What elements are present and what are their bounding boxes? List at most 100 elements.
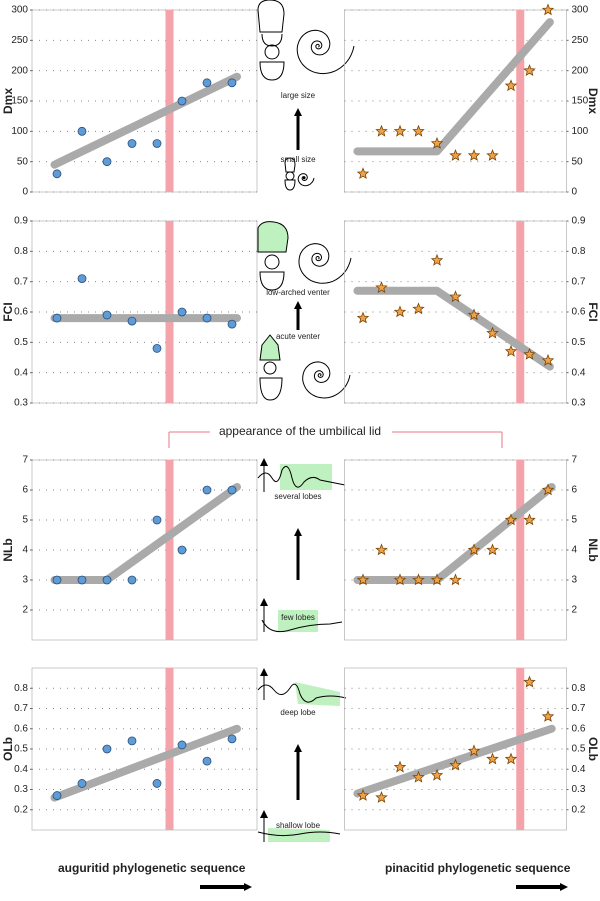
- y-tick-label: 0.8: [14, 683, 28, 694]
- y-tick-label: 3: [572, 575, 578, 586]
- star-marker: [541, 709, 555, 722]
- star-marker: [393, 124, 407, 137]
- y-tick-label: 0.5: [14, 337, 28, 348]
- y-tick-label: 0.8: [572, 246, 586, 257]
- y-tick-label: 0.6: [572, 307, 586, 318]
- trend-line: [353, 18, 554, 156]
- star-marker: [449, 573, 462, 586]
- star-marker: [523, 675, 536, 688]
- ammonite-drawing: [302, 361, 351, 399]
- y-tick-label: 0.3: [572, 398, 586, 409]
- star-marker: [467, 744, 481, 757]
- star-marker: [541, 353, 555, 366]
- y-tick-label: 0.4: [572, 367, 586, 378]
- star-marker: [449, 290, 462, 303]
- star-marker: [541, 3, 555, 16]
- y-tick-label: 2: [572, 605, 578, 616]
- circle-marker: [52, 575, 62, 585]
- y-tick-label: 4: [22, 545, 28, 556]
- y-axis-title: NLb: [586, 538, 600, 561]
- illustration-label: low-arched venter: [266, 288, 330, 297]
- star-marker: [504, 752, 518, 765]
- star-marker: [523, 347, 536, 360]
- y-tick-label: 0.2: [572, 804, 586, 815]
- star-marker: [449, 758, 462, 771]
- y-tick-label: 0.5: [572, 744, 586, 755]
- illustration-label: small size: [280, 155, 316, 164]
- circle-marker: [52, 169, 62, 179]
- star-marker: [356, 311, 370, 324]
- illustration-label: deep lobe: [280, 708, 316, 717]
- y-tick-label: 3: [22, 575, 28, 586]
- y-tick-label: 250: [572, 35, 589, 46]
- y-tick-label: 0: [22, 187, 28, 198]
- y-tick-label: 150: [572, 96, 589, 107]
- circle-marker: [202, 313, 212, 323]
- circle-marker: [152, 139, 162, 148]
- star-marker: [504, 79, 518, 92]
- plot-frame: [344, 667, 567, 831]
- star-marker: [356, 573, 370, 586]
- star-marker: [356, 789, 370, 801]
- star-marker: [541, 483, 555, 496]
- y-tick-label: 0.8: [14, 246, 28, 257]
- y-axis-title: NLb: [1, 538, 15, 561]
- ammonite-drawing: [298, 243, 352, 284]
- circle-marker: [202, 78, 212, 88]
- y-tick-label: 300: [572, 5, 589, 16]
- y-tick-label: 0: [572, 187, 578, 198]
- y-tick-label: 300: [11, 5, 28, 16]
- star-marker: [430, 136, 444, 149]
- circle-marker: [202, 485, 212, 495]
- circle-marker: [127, 316, 137, 326]
- circle-marker: [77, 575, 87, 585]
- y-tick-label: 0.6: [572, 723, 586, 734]
- x-axis-title: auguritid phylogenetic sequence: [58, 861, 246, 875]
- star-marker: [430, 768, 444, 781]
- star-marker: [412, 573, 425, 586]
- circle-marker: [177, 307, 187, 317]
- y-tick-label: 2: [22, 605, 28, 616]
- circle-marker: [227, 734, 237, 744]
- y-tick-label: 5: [22, 515, 28, 526]
- y-tick-label: 7: [22, 455, 28, 466]
- circle-marker: [177, 96, 187, 106]
- y-axis-title: FCI: [586, 302, 600, 321]
- y-tick-label: 0.6: [14, 723, 28, 734]
- y-tick-label: 7: [572, 455, 578, 466]
- y-tick-label: 200: [11, 65, 28, 76]
- star-marker: [449, 148, 462, 161]
- circle-marker: [102, 310, 112, 320]
- y-tick-label: 0.8: [572, 683, 586, 694]
- star-marker: [412, 770, 425, 783]
- y-tick-label: 50: [572, 156, 584, 167]
- circle-marker: [227, 319, 237, 329]
- y-tick-label: 4: [572, 545, 578, 556]
- star-marker: [467, 543, 481, 556]
- trend-line: [50, 72, 241, 169]
- circle-marker: [127, 736, 137, 746]
- circle-marker: [102, 744, 112, 754]
- star-marker: [523, 513, 536, 526]
- circle-marker: [102, 157, 112, 167]
- annotation-bracket: [168, 431, 503, 448]
- trend-line: [50, 483, 241, 584]
- star-marker: [393, 573, 407, 586]
- circle-marker: [202, 756, 212, 766]
- ammonite-drawing: [297, 173, 315, 187]
- star-marker: [375, 124, 388, 137]
- y-tick-label: 5: [572, 515, 578, 526]
- star-marker: [523, 64, 536, 76]
- illustration-label: several lobes: [274, 492, 321, 501]
- y-tick-label: 0.5: [572, 337, 586, 348]
- star-marker: [412, 302, 425, 315]
- y-tick-label: 100: [11, 126, 28, 137]
- star-marker: [504, 513, 518, 526]
- circle-marker: [52, 313, 62, 323]
- y-tick-label: 250: [11, 35, 28, 46]
- y-axis-title: Dmx: [1, 88, 15, 114]
- star-marker: [504, 344, 518, 357]
- circle-marker: [152, 343, 162, 353]
- y-tick-label: 0.3: [572, 784, 586, 795]
